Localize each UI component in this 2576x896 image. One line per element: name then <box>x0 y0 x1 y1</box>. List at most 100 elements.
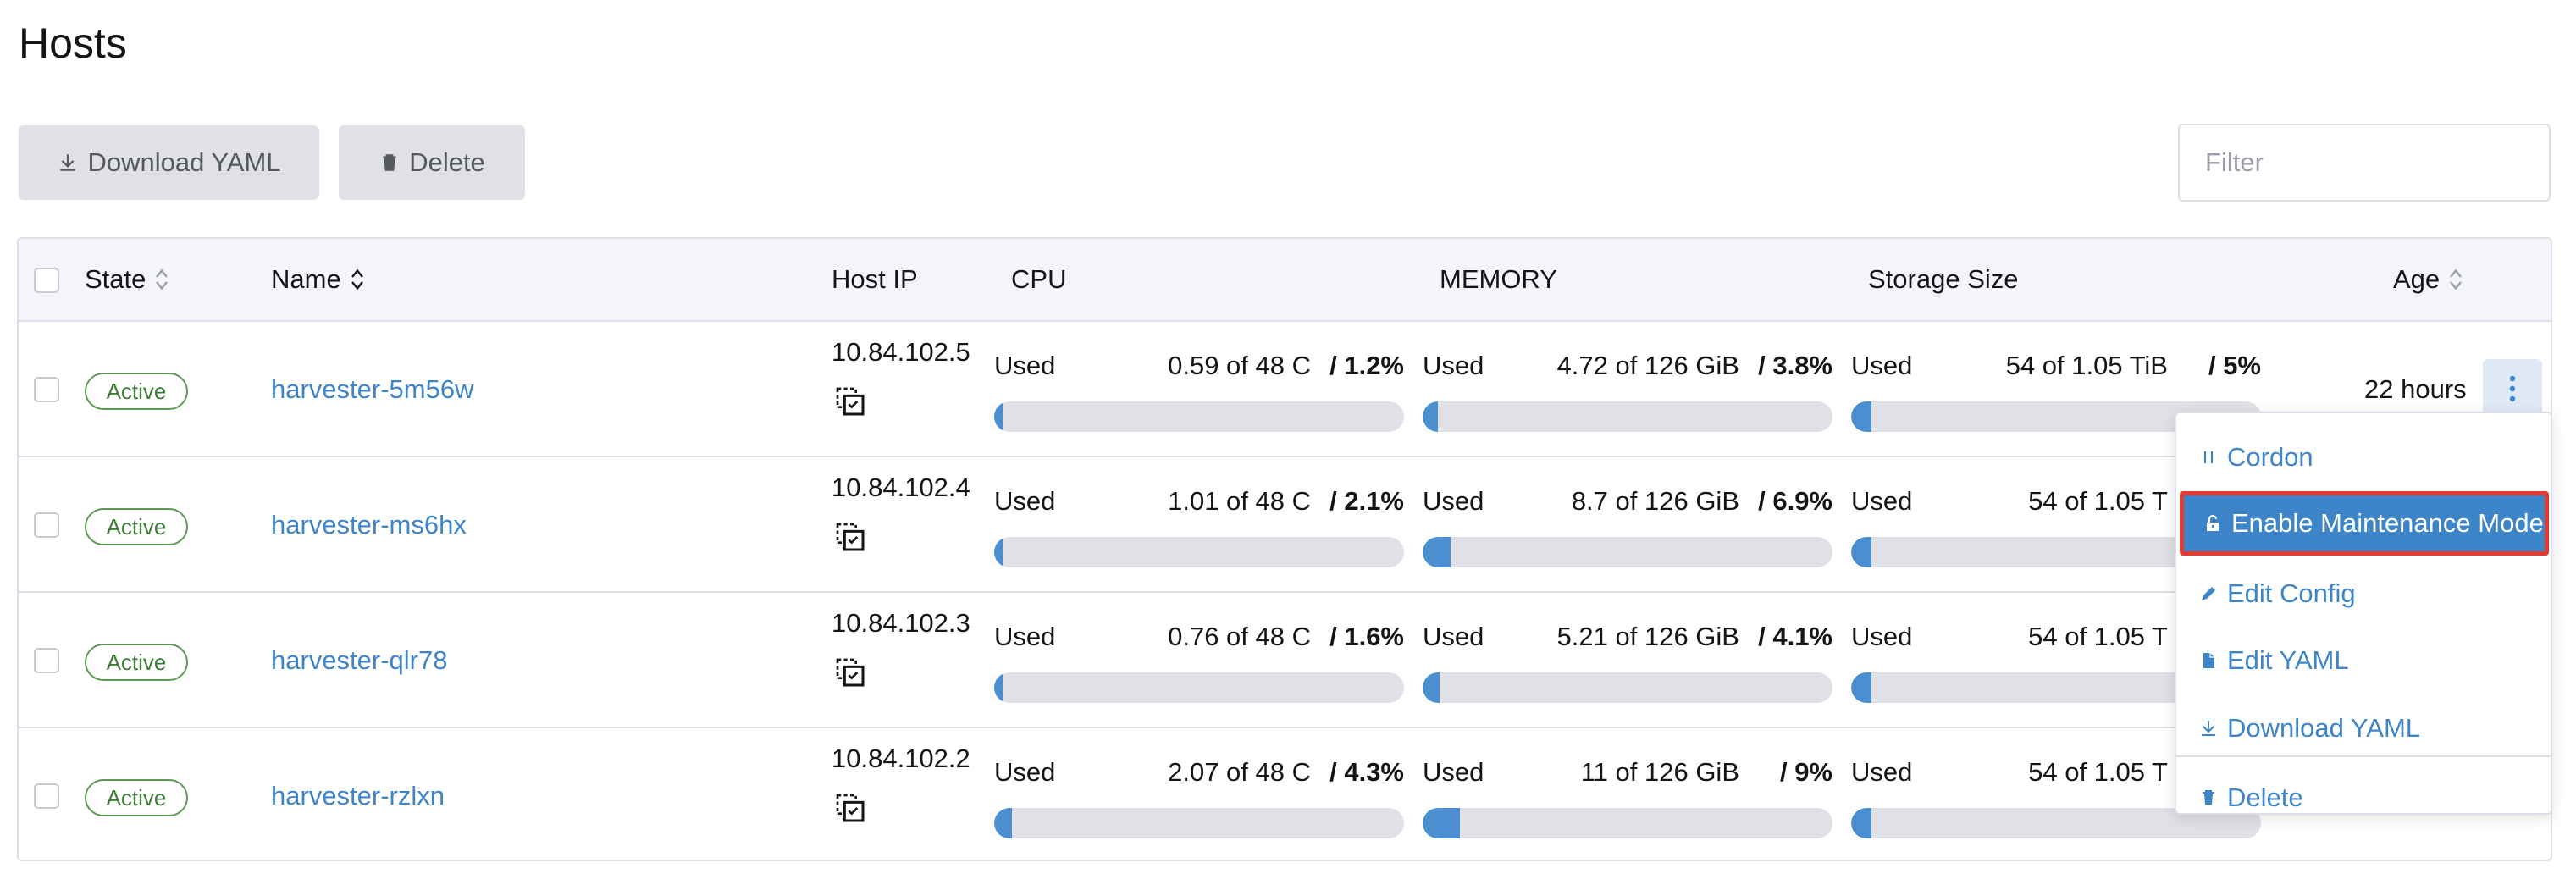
storage-used-label: Used <box>1851 486 1913 516</box>
storage-progress-fill <box>1851 401 1872 432</box>
table-row: Active harvester-ms6hx 10.84.102.4 Used … <box>19 457 2551 593</box>
memory-usage: Used 4.72 of 126 GiB / 3.8% <box>1423 351 1832 435</box>
cpu-percent: / 1.2% <box>1329 351 1404 380</box>
menu-item-edit-config[interactable]: Edit Config <box>2176 561 2551 626</box>
cpu-percent: / 1.6% <box>1329 622 1404 651</box>
filter-placeholder: Filter <box>2205 147 2264 177</box>
cpu-progress-bar <box>994 537 1404 567</box>
storage-progress-fill <box>1851 537 1872 567</box>
cpu-usage: Used 2.07 of 48 C / 4.3% <box>994 757 1404 842</box>
storage-used-label: Used <box>1851 622 1913 651</box>
storage-amount: 54 of 1.05 TiB <box>2005 351 2168 380</box>
table-header: State Name Host IP CPU MEMORY Storage Si… <box>19 239 2551 322</box>
header-cpu: CPU <box>1011 264 1067 294</box>
download-icon <box>60 154 76 171</box>
storage-amount: 54 of 1.05 T <box>2028 486 2168 516</box>
header-age-label: Age <box>2393 264 2441 294</box>
row-checkbox[interactable] <box>34 783 59 809</box>
sort-icon <box>351 268 363 290</box>
cpu-progress-bar <box>994 401 1404 432</box>
row-actions-button[interactable] <box>2483 359 2542 418</box>
host-name-link[interactable]: harvester-5m56w <box>271 374 474 404</box>
cpu-used-label: Used <box>994 757 1056 787</box>
status-badge: Active <box>85 779 188 816</box>
menu-item-label: Download YAML <box>2227 713 2421 743</box>
cpu-percent: / 2.1% <box>1329 486 1404 516</box>
status-badge: Active <box>85 508 188 545</box>
header-storage: Storage Size <box>1868 264 2019 294</box>
memory-progress-fill <box>1423 401 1439 432</box>
menu-item-cordon[interactable]: Cordon <box>2176 425 2551 489</box>
memory-usage: Used 5.21 of 126 GiB / 4.1% <box>1423 622 1832 706</box>
header-age[interactable]: Age <box>2393 239 2463 320</box>
storage-progress-fill <box>1851 672 1872 703</box>
memory-progress-fill <box>1423 808 1460 838</box>
memory-progress-fill <box>1423 537 1451 567</box>
host-name-link[interactable]: harvester-ms6hx <box>271 510 467 539</box>
header-name[interactable]: Name <box>271 239 365 320</box>
header-state[interactable]: State <box>85 239 169 320</box>
memory-percent: / 9% <box>1779 757 1832 787</box>
copy-icon[interactable] <box>833 384 867 418</box>
header-name-label: Name <box>271 264 341 294</box>
menu-item-label: Cordon <box>2227 442 2313 472</box>
memory-amount: 11 of 126 GiB <box>1580 757 1739 787</box>
cpu-usage: Used 1.01 of 48 C / 2.1% <box>994 486 1404 571</box>
menu-item-label: Enable Maintenance Mode <box>2231 508 2544 538</box>
copy-icon[interactable] <box>833 655 867 689</box>
table-row: Active harvester-rzlxn 10.84.102.2 Used … <box>19 728 2551 860</box>
storage-amount: 54 of 1.05 T <box>2028 757 2168 787</box>
menu-item-download-yaml[interactable]: Download YAML <box>2176 696 2551 760</box>
memory-used-label: Used <box>1423 622 1484 651</box>
cpu-progress-fill <box>994 672 1003 703</box>
memory-progress-bar <box>1423 537 1832 567</box>
menu-item-enable-maintenance-mode[interactable]: Enable Maintenance Mode <box>2180 491 2549 556</box>
select-all-checkbox[interactable] <box>34 268 59 293</box>
memory-progress-fill <box>1423 672 1440 703</box>
storage-used-label: Used <box>1851 351 1913 380</box>
row-checkbox[interactable] <box>34 512 59 538</box>
copy-icon[interactable] <box>833 791 867 825</box>
header-host-ip: Host IP <box>832 264 918 294</box>
menu-item-label: Delete <box>2227 783 2303 812</box>
row-checkbox[interactable] <box>34 648 59 673</box>
memory-percent: / 4.1% <box>1758 622 1832 651</box>
menu-item-label: Edit YAML <box>2227 645 2349 675</box>
cpu-used-label: Used <box>994 622 1056 651</box>
memory-percent: / 6.9% <box>1758 486 1832 516</box>
header-state-label: State <box>85 264 146 294</box>
memory-progress-bar <box>1423 672 1832 703</box>
cpu-progress-bar <box>994 808 1404 838</box>
memory-used-label: Used <box>1423 351 1484 380</box>
row-checkbox[interactable] <box>34 377 59 402</box>
copy-icon[interactable] <box>833 520 867 554</box>
cpu-usage: Used 0.76 of 48 C / 1.6% <box>994 622 1404 706</box>
cpu-used-label: Used <box>994 486 1056 516</box>
trash-icon <box>2203 790 2214 805</box>
cpu-amount: 0.59 of 48 C <box>1168 351 1311 380</box>
storage-percent: / 5% <box>2208 351 2261 380</box>
menu-item-edit-yaml[interactable]: Edit YAML <box>2176 628 2551 693</box>
delete-button[interactable]: Delete <box>339 125 525 200</box>
file-icon <box>2203 653 2214 668</box>
host-name-link[interactable]: harvester-qlr78 <box>271 645 448 675</box>
cpu-usage: Used 0.59 of 48 C / 1.2% <box>994 351 1404 435</box>
cpu-amount: 1.01 of 48 C <box>1168 486 1311 516</box>
storage-progress-fill <box>1851 808 1872 838</box>
memory-amount: 8.7 of 126 GiB <box>1571 486 1739 516</box>
cpu-percent: / 4.3% <box>1329 757 1404 787</box>
delete-label: Delete <box>409 147 485 177</box>
cpu-progress-fill <box>994 537 1003 567</box>
memory-percent: / 3.8% <box>1758 351 1832 380</box>
filter-input[interactable]: Filter <box>2178 124 2551 202</box>
storage-amount: 54 of 1.05 T <box>2028 622 2168 651</box>
status-badge: Active <box>85 644 188 681</box>
download-yaml-button[interactable]: Download YAML <box>19 125 319 200</box>
host-ip: 10.84.102.2 <box>832 744 970 773</box>
cpu-amount: 0.76 of 48 C <box>1168 622 1311 651</box>
memory-usage: Used 11 of 126 GiB / 9% <box>1423 757 1832 842</box>
cpu-amount: 2.07 of 48 C <box>1168 757 1311 787</box>
host-name-link[interactable]: harvester-rzlxn <box>271 781 445 810</box>
memory-amount: 4.72 of 126 GiB <box>1556 351 1739 380</box>
menu-item-delete[interactable]: Delete <box>2176 766 2551 830</box>
